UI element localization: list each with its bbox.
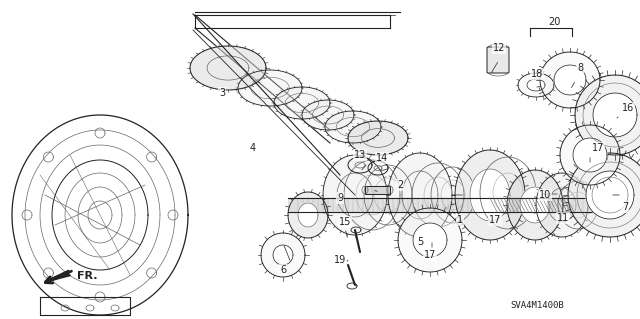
Text: 14: 14 [376,153,388,163]
Text: 6: 6 [280,265,286,275]
Polygon shape [302,100,354,130]
Text: 12: 12 [493,43,505,53]
Text: 18: 18 [531,69,543,79]
Text: 19: 19 [334,255,346,265]
Polygon shape [560,125,620,185]
Text: SVA4M1400B: SVA4M1400B [510,301,564,310]
Text: 17: 17 [424,250,436,260]
Polygon shape [575,75,640,155]
Polygon shape [288,198,615,212]
Polygon shape [536,173,588,237]
Text: 13: 13 [354,150,366,160]
Text: 11: 11 [557,213,569,223]
FancyBboxPatch shape [487,47,509,73]
Text: 1: 1 [457,215,463,225]
Polygon shape [507,170,563,240]
Text: 17: 17 [489,215,501,225]
Text: 8: 8 [577,63,583,73]
Polygon shape [365,186,390,194]
Polygon shape [348,121,408,155]
Text: 7: 7 [622,202,628,212]
Polygon shape [261,233,305,277]
Text: 10: 10 [539,190,551,200]
Polygon shape [274,87,330,119]
Text: 2: 2 [397,180,403,190]
Polygon shape [413,223,447,257]
Text: 5: 5 [417,237,423,247]
Polygon shape [325,111,381,143]
Polygon shape [518,73,554,97]
Polygon shape [520,187,550,223]
Polygon shape [323,155,387,235]
Polygon shape [527,79,545,91]
Polygon shape [298,203,318,227]
Text: 17: 17 [592,143,604,153]
Polygon shape [586,171,634,219]
Polygon shape [238,70,302,106]
Polygon shape [288,192,328,238]
Polygon shape [190,46,266,90]
Polygon shape [455,150,525,240]
Polygon shape [470,169,510,221]
Text: 20: 20 [548,17,560,27]
Polygon shape [573,138,607,172]
Text: 4: 4 [250,143,256,153]
Polygon shape [568,153,640,237]
Text: 16: 16 [622,103,634,113]
Polygon shape [593,93,637,137]
Polygon shape [540,52,600,108]
Text: 15: 15 [339,217,351,227]
Text: 9: 9 [337,193,343,203]
Text: 3: 3 [219,88,225,98]
Polygon shape [273,245,293,265]
Polygon shape [388,153,452,237]
Polygon shape [398,208,462,272]
Text: FR.: FR. [77,271,97,281]
Polygon shape [554,65,586,95]
